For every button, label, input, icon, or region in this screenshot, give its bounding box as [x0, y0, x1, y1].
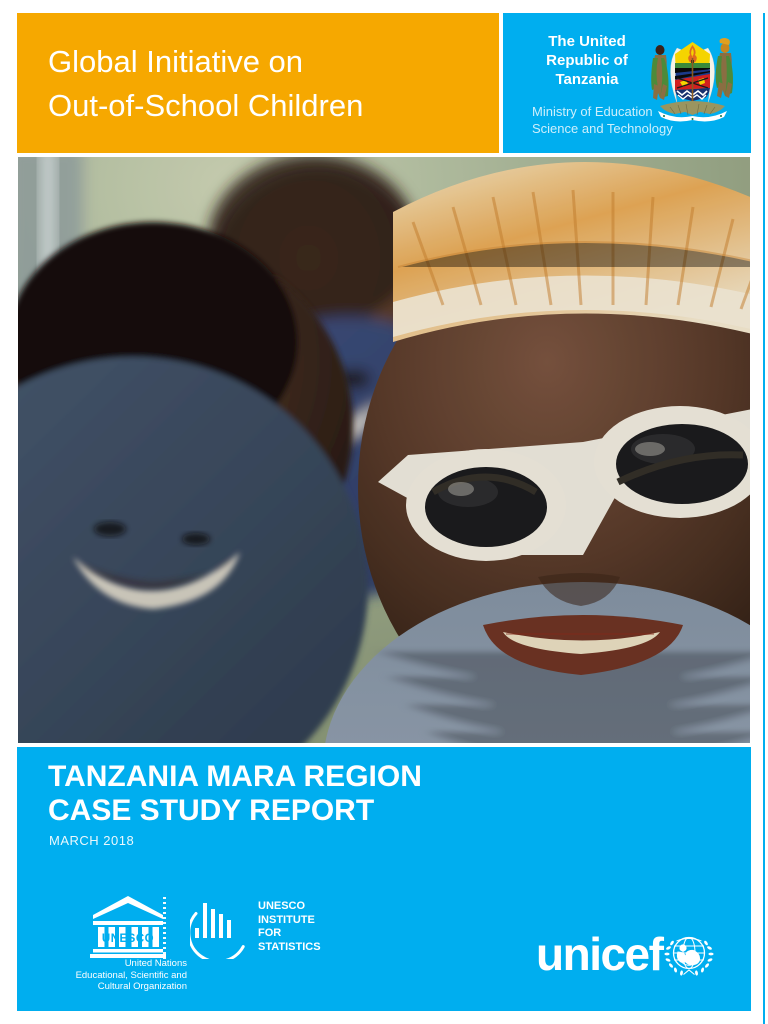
svg-text:UNESCO: UNESCO [102, 933, 154, 945]
svg-text:unicef: unicef [536, 928, 665, 980]
